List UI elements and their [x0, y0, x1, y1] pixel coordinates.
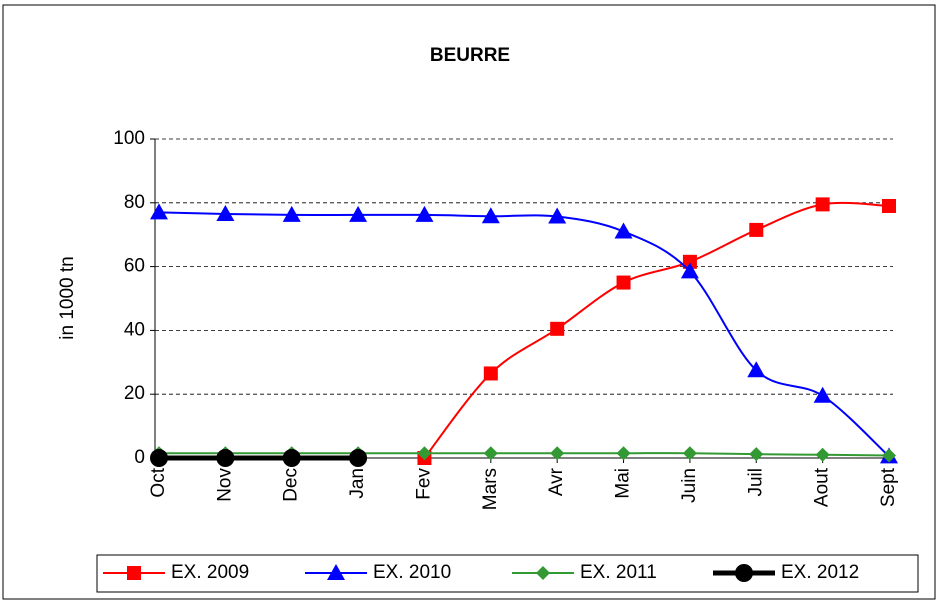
data-point: [548, 207, 567, 224]
x-tick-label: Sept: [878, 467, 899, 507]
x-tick-label: Jan: [347, 468, 368, 499]
x-tick-label: Juin: [679, 468, 700, 503]
legend-marker: [735, 564, 753, 582]
legend-label: EX. 2012: [781, 562, 859, 583]
data-point: [550, 446, 565, 461]
data-point: [614, 222, 633, 239]
data-point: [682, 446, 697, 461]
legend-label: EX. 2009: [171, 562, 249, 583]
chart-border: [2, 4, 936, 600]
data-point: [680, 262, 699, 279]
x-tick-label: Mai: [613, 468, 634, 499]
data-point: [747, 361, 766, 378]
chart-title: BEURRE: [430, 45, 510, 66]
data-point: [481, 207, 500, 224]
y-tick-label: 20: [124, 383, 145, 404]
x-tick-label: Aout: [812, 467, 833, 507]
data-point: [616, 275, 631, 290]
data-point: [815, 197, 830, 212]
series-line: [158, 452, 890, 457]
data-point: [550, 321, 565, 336]
x-tick-label: Dec: [281, 468, 302, 502]
series-line: [158, 211, 890, 458]
y-tick-label: 60: [124, 256, 145, 277]
data-point: [815, 447, 830, 462]
data-point: [349, 205, 368, 222]
data-point: [282, 205, 301, 222]
data-point: [483, 446, 498, 461]
data-point: [749, 222, 764, 237]
data-point: [616, 446, 631, 461]
data-point: [749, 447, 764, 462]
y-tick-label: 80: [124, 192, 145, 213]
legend-marker: [127, 566, 141, 580]
data-point: [882, 448, 896, 463]
x-tick-label: Fev: [413, 468, 434, 500]
x-tick-label: Nov: [214, 468, 235, 502]
data-point: [216, 449, 235, 467]
x-tick-label: Oct: [148, 467, 169, 497]
data-point: [417, 446, 432, 461]
legend-label: EX. 2010: [373, 562, 451, 583]
y-tick-label: 0: [134, 447, 145, 468]
data-point: [349, 449, 368, 467]
x-tick-label: Juil: [745, 468, 766, 497]
legend-marker: [327, 564, 345, 580]
legend-box: [96, 554, 919, 593]
data-point: [282, 449, 301, 467]
y-axis-label: in 1000 tn: [57, 256, 78, 339]
data-point: [150, 203, 168, 220]
y-tick-label: 40: [124, 319, 145, 340]
data-point: [682, 254, 697, 269]
legend-label: EX. 2011: [580, 562, 657, 583]
data-point: [882, 198, 896, 213]
data-point: [150, 449, 168, 467]
legend-marker: [536, 566, 550, 580]
y-tick-label: 100: [113, 128, 145, 149]
x-tick-label: Avr: [546, 467, 567, 496]
data-point: [415, 205, 434, 222]
data-point: [483, 366, 498, 381]
data-point: [813, 386, 832, 403]
x-tick-label: Mars: [480, 468, 501, 510]
data-point: [216, 204, 235, 221]
